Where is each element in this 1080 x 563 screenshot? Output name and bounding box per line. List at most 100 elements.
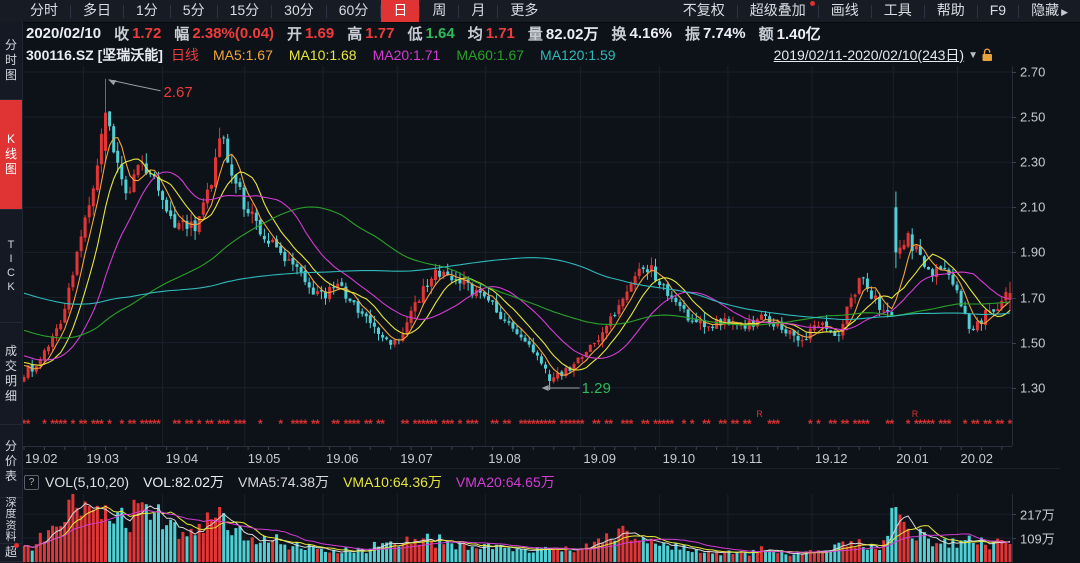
unlock-icon[interactable] — [981, 48, 994, 62]
sidebar-item-chengjiao-mingxi[interactable]: 成 交 明 细 — [0, 323, 22, 425]
price-pane-border — [1012, 66, 1013, 446]
notification-dot — [14, 543, 19, 548]
period-tab-5min[interactable]: 5分 — [182, 2, 205, 18]
svg-text:19.12: 19.12 — [815, 451, 848, 466]
svg-text:*: * — [841, 417, 846, 431]
price-tick — [1012, 207, 1016, 208]
period-tab-more[interactable]: 更多 — [510, 2, 539, 18]
svg-text:*: * — [189, 417, 194, 431]
svg-text:*: * — [665, 417, 670, 431]
svg-text:*: * — [177, 417, 182, 431]
svg-text:*: * — [335, 417, 340, 431]
svg-text:*: * — [445, 417, 450, 431]
price-axis-label: 1.90 — [1020, 244, 1046, 260]
price-tick — [1012, 72, 1016, 73]
svg-text:*: * — [344, 417, 349, 431]
chevron-down-icon[interactable]: ▼ — [968, 49, 978, 61]
svg-text:*: * — [857, 417, 862, 431]
volume-axis-label: 217万 — [1020, 507, 1055, 523]
ma-value-ma5: MA5:1.67 — [212, 47, 273, 63]
tool-button-tools[interactable]: 工具 — [883, 2, 912, 18]
svg-text:*: * — [303, 417, 308, 431]
price-axis-label: 1.50 — [1020, 335, 1046, 351]
sidebar-item-kline-tu[interactable]: K 线 图 — [0, 100, 22, 210]
svg-text:*: * — [775, 417, 780, 431]
volume-indicator-title: VOL(5,10,20) — [45, 474, 130, 490]
quote-bar: 2020/02/10 收 1.72 幅 2.38%(0.04) 开 1.69 高 1.77 低 1… — [22, 22, 1080, 44]
price-axis-label: 1.30 — [1020, 380, 1046, 396]
tool-button-draw-line[interactable]: 画线 — [830, 2, 859, 18]
svg-text:*: * — [156, 417, 161, 431]
svg-text:19.05: 19.05 — [248, 451, 281, 466]
quote-value: 1.77 — [365, 24, 395, 42]
svg-text:*: * — [995, 417, 1000, 431]
svg-text:*: * — [592, 417, 597, 431]
svg-text:*: * — [356, 417, 361, 431]
menu-separator — [123, 4, 124, 18]
tool-button-f9[interactable]: F9 — [989, 2, 1007, 18]
menu-separator — [380, 4, 382, 18]
quote-value: 82.02万 — [545, 25, 599, 43]
high-annotation: 2.67 — [108, 79, 193, 101]
date-range-control[interactable]: 2019/02/11-2020/02/10(243日) ▼ — [774, 44, 994, 66]
price-tick — [1012, 388, 1016, 389]
vma-lines — [24, 503, 1011, 555]
svg-text:*: * — [352, 417, 357, 431]
period-tab-duori[interactable]: 多日 — [83, 2, 111, 18]
sidebar-item-shendu-ziliao[interactable]: 深 度 资 料 — [0, 497, 22, 544]
tool-button-super-overlay[interactable]: 超级叠加 — [738, 0, 818, 22]
sidebar-item-fenjia-biao[interactable]: 分 价 表 — [0, 425, 22, 498]
svg-text:*: * — [258, 417, 263, 431]
sidebar-item-fenshi-tu[interactable]: 分 时 图 — [0, 22, 22, 100]
stock-symbol: 300116.SZ [坚瑞沃能] — [26, 47, 163, 63]
menu-separator — [1018, 4, 1020, 18]
svg-text:*: * — [401, 417, 406, 431]
indicator-bar: 300116.SZ [坚瑞沃能] 日线 MA5:1.67 MA10:1.68 MA2… — [22, 44, 1080, 66]
quote-label: 均 — [467, 25, 483, 43]
x-axis: 19.02 19.03 19.04 19.05 19.06 19.07 19.08 19.09… — [22, 446, 1012, 468]
quote-label: 换 — [611, 25, 627, 43]
svg-text:*: * — [474, 417, 479, 431]
period-tab-60min[interactable]: 60分 — [338, 2, 369, 18]
svg-text:*: * — [119, 417, 124, 431]
period-tab-fenshi[interactable]: 分时 — [30, 2, 58, 18]
svg-text:*: * — [144, 417, 149, 431]
svg-text:*: * — [906, 417, 911, 431]
svg-text:*: * — [816, 417, 821, 431]
price-pane[interactable]: * * * * * * * * * * * * * * * * * * * * * * * * * * * * * * * * * * * * * * * *… — [22, 66, 1012, 446]
menu-separator — [325, 4, 327, 18]
svg-text:*: * — [963, 417, 968, 431]
kline-chart[interactable]: * * * * * * * * * * * * * * * * * * * * * * * * * * * * * * * * * * * * * * * *… — [22, 66, 1012, 446]
sidebar-item-tick[interactable]: T I C K — [0, 210, 22, 323]
volume-pane-border — [1012, 494, 1013, 563]
svg-text:*: * — [661, 417, 666, 431]
svg-text:*: * — [922, 417, 927, 431]
help-icon[interactable]: ? — [24, 474, 39, 490]
tool-button-help[interactable]: 帮助 — [936, 2, 965, 18]
sidebar-item-chao[interactable]: 超 — [0, 544, 22, 562]
period-tab-30min[interactable]: 30分 — [284, 2, 314, 18]
period-tab-15min[interactable]: 15分 — [229, 2, 260, 18]
quote-label: 收 — [114, 25, 130, 43]
period-tab-week[interactable]: 周 — [432, 2, 447, 18]
period-tab-1min[interactable]: 1分 — [136, 2, 158, 18]
quote-field-low: 低 1.64 — [407, 23, 454, 44]
tool-button-hide[interactable]: 隐藏 ▶ — [1031, 2, 1068, 18]
svg-text:*: * — [580, 417, 585, 431]
svg-text:19.08: 19.08 — [488, 451, 521, 466]
svg-text:*: * — [140, 417, 145, 431]
svg-text:*: * — [889, 417, 894, 431]
period-tab-day[interactable]: 日 — [381, 0, 420, 22]
svg-text:*: * — [494, 417, 499, 431]
period-tab-month[interactable]: 月 — [471, 2, 486, 18]
svg-text:*: * — [234, 417, 239, 431]
date-range-label[interactable]: 2019/02/11-2020/02/10(243日) — [773, 47, 965, 63]
tool-button-no-adjust[interactable]: 不复权 — [682, 2, 725, 18]
svg-text:*: * — [942, 417, 947, 431]
menu-separator — [271, 4, 273, 18]
volume-pane[interactable] — [22, 494, 1012, 563]
line-type-label: 日线 — [170, 47, 199, 63]
volume-chart[interactable] — [22, 494, 1012, 563]
svg-text:*: * — [629, 417, 634, 431]
